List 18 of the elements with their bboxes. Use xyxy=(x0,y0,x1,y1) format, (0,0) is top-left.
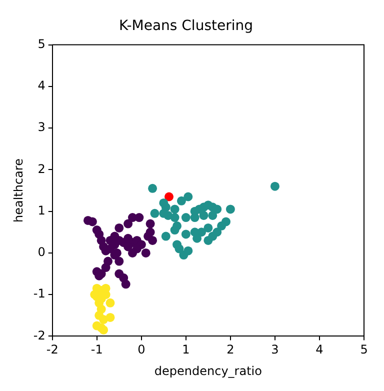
y-axis-title: healthcare xyxy=(11,158,26,222)
chart-title: K-Means Clustering xyxy=(119,18,253,34)
y-tick-label: 5 xyxy=(38,36,46,51)
x-tick-label: 2 xyxy=(226,342,234,357)
y-tick-label: 3 xyxy=(38,120,46,134)
y-tick-label: 4 xyxy=(38,78,46,93)
x-tick-label: 5 xyxy=(360,342,368,357)
x-tick-label: 4 xyxy=(316,342,324,357)
y-tick-label: -2 xyxy=(33,328,46,342)
x-axis-title: dependency_ratio xyxy=(154,364,262,378)
y-tick-label: 0 xyxy=(38,245,46,260)
y-tick-label: 1 xyxy=(38,203,46,218)
x-tick-label: 3 xyxy=(271,342,279,357)
y-tick-label: 2 xyxy=(38,162,46,176)
y-tick-label: -1 xyxy=(33,286,46,301)
x-tick-label: 0 xyxy=(138,342,146,357)
x-tick-label: 1 xyxy=(182,342,190,357)
x-tick-label: -1 xyxy=(90,342,103,357)
